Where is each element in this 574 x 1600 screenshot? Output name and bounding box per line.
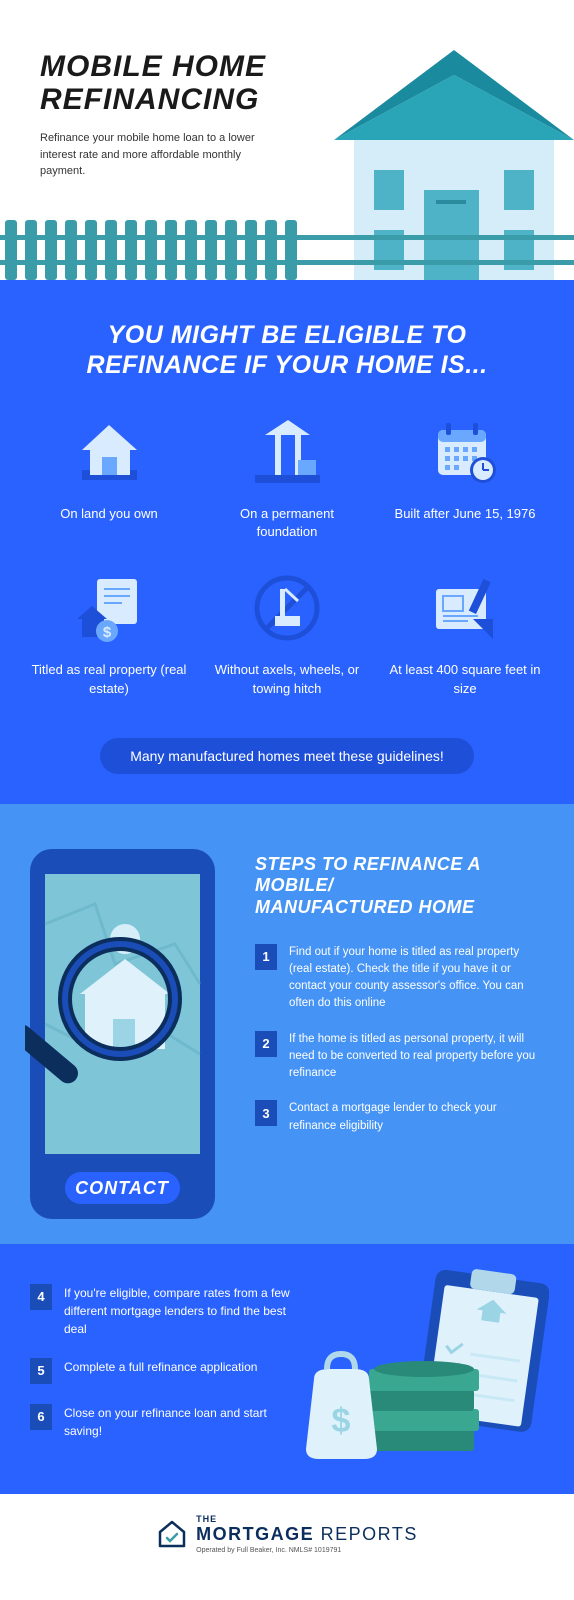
step-number: 5 — [30, 1358, 52, 1384]
eligibility-item: At least 400 square feet in size — [386, 571, 544, 697]
eligibility-label: At least 400 square feet in size — [386, 661, 544, 697]
footer: THE MORTGAGE REPORTS Operated by Full Be… — [0, 1494, 574, 1575]
step-item: 2 If the home is titled as personal prop… — [255, 1031, 544, 1083]
eligibility-item: Built after June 15, 1976 — [386, 415, 544, 541]
step-text: Contact a mortgage lender to check your … — [289, 1100, 544, 1135]
step-item: 1 Find out if your home is titled as rea… — [255, 944, 544, 1013]
page-subtitle: Refinance your mobile home loan to a low… — [40, 130, 270, 180]
steps-content: STEPS TO REFINANCE A MOBILE/ MANUFACTURE… — [255, 854, 544, 1135]
step-text: If the home is titled as personal proper… — [289, 1031, 544, 1083]
page-title: MOBILE HOME REFINANCING — [40, 50, 266, 116]
step-text: Close on your refinance loan and start s… — [64, 1404, 290, 1440]
step-text: Find out if your home is titled as real … — [289, 944, 544, 1013]
eligibility-banner: Many manufactured homes meet these guide… — [100, 738, 474, 774]
calendar-icon — [428, 415, 503, 490]
step-item: 6 Close on your refinance loan and start… — [30, 1404, 290, 1440]
step-number: 4 — [30, 1284, 52, 1310]
fence-illustration — [0, 210, 574, 280]
step-number: 1 — [255, 944, 277, 970]
eligibility-label: Titled as real property (real estate) — [30, 661, 188, 697]
land-own-icon — [72, 415, 147, 490]
eligibility-label: On land you own — [60, 505, 158, 523]
step-item: 4 If you're eligible, compare rates from… — [30, 1284, 290, 1338]
eligibility-label: On a permanent foundation — [208, 505, 366, 541]
steps-heading: STEPS TO REFINANCE A MOBILE/ MANUFACTURE… — [255, 854, 544, 919]
brand-the: THE — [196, 1514, 418, 1524]
steps-heading-l2: MANUFACTURED HOME — [255, 897, 475, 917]
brand-text: THE MORTGAGE REPORTS Operated by Full Be… — [196, 1514, 418, 1554]
brand-name: MORTGAGE REPORTS — [196, 1524, 418, 1545]
steps-section-top: CONTACT STEPS TO REFINANCE A MOBILE/ MAN… — [0, 804, 574, 1244]
eligibility-section: YOU MIGHT BE ELIGIBLE TO REFINANCE IF YO… — [0, 280, 574, 804]
no-hitch-icon — [250, 571, 325, 646]
svg-text:$: $ — [102, 624, 111, 641]
eligibility-grid: On land you own On a permanent foundatio… — [30, 415, 544, 698]
eligibility-heading-l1: YOU MIGHT BE ELIGIBLE TO — [108, 321, 467, 349]
legal-text: Operated by Full Beaker, Inc. NMLS# 1019… — [196, 1547, 418, 1554]
contact-button-label: CONTACT — [75, 1178, 170, 1198]
eligibility-item: Without axels, wheels, or towing hitch — [208, 571, 366, 697]
brand-logo: THE MORTGAGE REPORTS Operated by Full Be… — [156, 1514, 418, 1554]
eligibility-heading-l2: REFINANCE IF YOUR HOME IS... — [86, 351, 487, 379]
house-logo-icon — [156, 1518, 188, 1550]
title-line2: REFINANCING — [40, 83, 259, 116]
phone-illustration: CONTACT — [25, 844, 220, 1224]
steps-content-lower: 4 If you're eligible, compare rates from… — [30, 1284, 290, 1440]
steps-heading-l1: STEPS TO REFINANCE A MOBILE/ — [255, 854, 480, 896]
eligibility-item: On a permanent foundation — [208, 415, 366, 541]
eligibility-heading: YOU MIGHT BE ELIGIBLE TO REFINANCE IF YO… — [30, 320, 544, 380]
step-number: 3 — [255, 1100, 277, 1126]
step-number: 2 — [255, 1031, 277, 1057]
step-text: Complete a full refinance application — [64, 1358, 257, 1384]
step-text: If you're eligible, compare rates from a… — [64, 1284, 290, 1338]
eligibility-label: Built after June 15, 1976 — [395, 505, 536, 523]
svg-text:$: $ — [332, 1402, 351, 1440]
eligibility-item: On land you own — [30, 415, 188, 541]
step-number: 6 — [30, 1404, 52, 1430]
eligibility-label: Without axels, wheels, or towing hitch — [208, 661, 366, 697]
blueprint-icon — [428, 571, 503, 646]
step-item: 5 Complete a full refinance application — [30, 1358, 290, 1384]
eligibility-item: $ Titled as real property (real estate) — [30, 571, 188, 697]
title-line1: MOBILE HOME — [40, 50, 266, 83]
header: MOBILE HOME REFINANCING Refinance your m… — [0, 0, 574, 280]
title-icon: $ — [72, 571, 147, 646]
steps-section-bottom: 4 If you're eligible, compare rates from… — [0, 1244, 574, 1494]
money-clipboard-illustration: $ — [269, 1264, 549, 1484]
step-item: 3 Contact a mortgage lender to check you… — [255, 1100, 544, 1135]
foundation-icon — [250, 415, 325, 490]
